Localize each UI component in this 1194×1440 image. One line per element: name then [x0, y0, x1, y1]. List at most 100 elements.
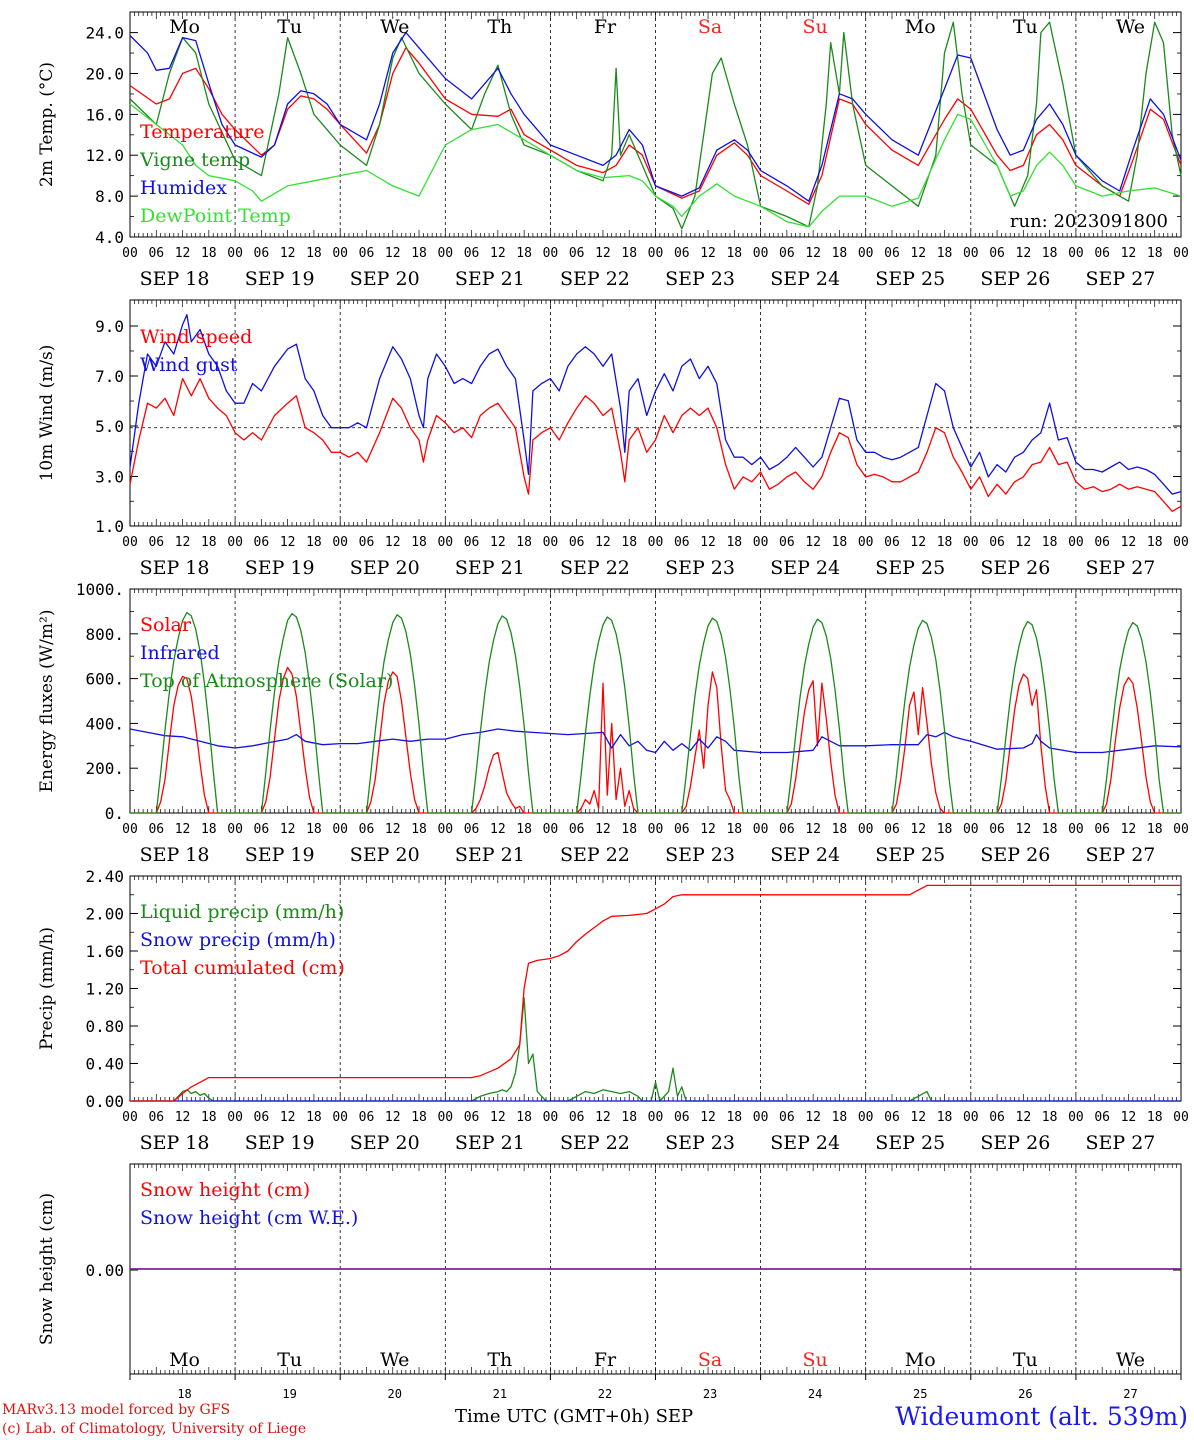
date-label: SEP 19	[245, 844, 315, 866]
hour-tick-label: 12	[1121, 246, 1137, 261]
hour-tick-label: 06	[569, 1110, 585, 1125]
date-label: SEP 25	[875, 557, 945, 579]
date-label: SEP 27	[1086, 1132, 1156, 1154]
date-label: SEP 23	[665, 268, 735, 290]
date-label: SEP 18	[140, 1132, 210, 1154]
weekday-label: Fr	[594, 1349, 617, 1371]
weekday-label: Mo	[169, 16, 200, 38]
hour-tick-label: 12	[175, 1110, 191, 1125]
hour-tick-label: 12	[910, 246, 926, 261]
weekday-label: Sa	[698, 1349, 722, 1371]
date-label: SEP 26	[980, 844, 1050, 866]
hour-tick-label: 18	[1042, 246, 1058, 261]
legend-entry: Solar	[140, 614, 192, 636]
date-label: SEP 22	[560, 557, 630, 579]
hour-tick-label: 06	[569, 246, 585, 261]
y-tick-label: 0.	[105, 804, 124, 823]
hour-tick-label: 18	[306, 535, 322, 550]
hour-tick-label: 00	[963, 535, 979, 550]
day-number-label: 23	[703, 1387, 717, 1401]
hour-tick-label: 00	[227, 1110, 243, 1125]
hour-tick-label: 12	[805, 246, 821, 261]
legend-entry: Temperature	[140, 121, 264, 143]
day-number-label: 18	[177, 1387, 191, 1401]
station-title: Wideumont (alt. 539m)	[895, 1402, 1188, 1431]
date-label: SEP 24	[770, 844, 840, 866]
panel-2: 1.0 3.0 5.0 7.0 9.0 10m Wind (m/s) Wind speed W…	[37, 299, 1189, 579]
hour-tick-label: 06	[254, 1110, 270, 1125]
legend-entry: Snow height (cm W.E.)	[140, 1207, 358, 1229]
hour-tick-label: 06	[464, 822, 480, 837]
hour-tick-label: 00	[858, 822, 874, 837]
date-label: SEP 24	[770, 268, 840, 290]
hour-tick-label: 06	[884, 535, 900, 550]
model-credit: MARv3.13 model forced by GFS	[2, 1402, 231, 1418]
hour-tick-label: 06	[254, 822, 270, 837]
y-tick-label: 1.60	[85, 942, 124, 961]
hour-tick-label: 06	[569, 822, 585, 837]
hour-tick-label: 18	[832, 535, 848, 550]
series-line-vigne-temp	[129, 21, 1182, 230]
date-label: SEP 22	[560, 1132, 630, 1154]
x-axis-label: Time UTC (GMT+0h) SEP	[455, 1406, 694, 1427]
hour-tick-label: 18	[832, 246, 848, 261]
y-tick-label: 0.80	[85, 1017, 124, 1036]
hour-tick-label: 06	[989, 1110, 1005, 1125]
hour-tick-label: 12	[805, 822, 821, 837]
hour-tick-label: 12	[280, 822, 296, 837]
y-tick-label: 0.40	[85, 1055, 124, 1074]
date-label: SEP 25	[875, 268, 945, 290]
hour-tick-label: 00	[1173, 535, 1189, 550]
hour-tick-label: 06	[779, 246, 795, 261]
y-tick-label: 400.	[85, 714, 124, 733]
hour-tick-label: 00	[227, 535, 243, 550]
y-axis-label: Energy fluxes (W/m²)	[37, 610, 57, 793]
hour-tick-label: 00	[227, 246, 243, 261]
series-line-wind-gust	[129, 314, 1182, 495]
weekday-label: Tu	[1013, 1349, 1038, 1371]
hour-tick-label: 18	[516, 246, 532, 261]
date-label: SEP 25	[875, 844, 945, 866]
hour-tick-label: 00	[227, 822, 243, 837]
series-line-dewpoint-temp	[129, 103, 1182, 228]
y-tick-label: 8.0	[95, 187, 124, 206]
hour-tick-label: 18	[516, 822, 532, 837]
y-tick-label: 2.40	[85, 867, 124, 886]
hour-tick-label: 18	[726, 246, 742, 261]
hour-tick-label: 00	[1068, 535, 1084, 550]
hour-tick-label: 00	[122, 822, 138, 837]
hour-tick-label: 00	[1173, 822, 1189, 837]
hour-tick-label: 18	[937, 246, 953, 261]
day-number-label: 24	[808, 1387, 822, 1401]
series-line-solar	[130, 666, 1181, 814]
legend-entry: Wind gust	[140, 354, 238, 376]
date-label: SEP 18	[140, 268, 210, 290]
hour-tick-label: 00	[963, 1110, 979, 1125]
y-axis-label: Precip (mm/h)	[37, 927, 57, 1050]
hour-tick-label: 18	[621, 1110, 637, 1125]
panel-4: 0.00 0.40 0.80 1.20 1.60 2.00 2.40 Precip (mm/h…	[37, 867, 1189, 1154]
hour-tick-label: 00	[963, 246, 979, 261]
hour-tick-label: 18	[832, 1110, 848, 1125]
hour-tick-label: 00	[543, 246, 559, 261]
hour-tick-label: 18	[937, 1110, 953, 1125]
hour-tick-label: 06	[1094, 535, 1110, 550]
hour-tick-label: 18	[1042, 535, 1058, 550]
series-line-top-of-atmosphere-solar	[130, 611, 1181, 814]
hour-tick-label: 00	[753, 535, 769, 550]
hour-tick-label: 06	[359, 822, 375, 837]
hour-tick-label: 12	[1121, 1110, 1137, 1125]
date-label: SEP 26	[980, 557, 1050, 579]
weekday-label: Mo	[905, 16, 936, 38]
series-line-humidex	[129, 31, 1182, 202]
legend-entry: Top of Atmosphere (Solar)	[140, 670, 393, 692]
hour-tick-label: 00	[1068, 1110, 1084, 1125]
hour-tick-label: 00	[1173, 246, 1189, 261]
hour-tick-label: 06	[1094, 822, 1110, 837]
hour-tick-label: 12	[595, 1110, 611, 1125]
date-label: SEP 23	[665, 557, 735, 579]
hour-tick-label: 00	[753, 246, 769, 261]
hour-tick-label: 06	[989, 246, 1005, 261]
y-tick-label: 2.00	[85, 905, 124, 924]
